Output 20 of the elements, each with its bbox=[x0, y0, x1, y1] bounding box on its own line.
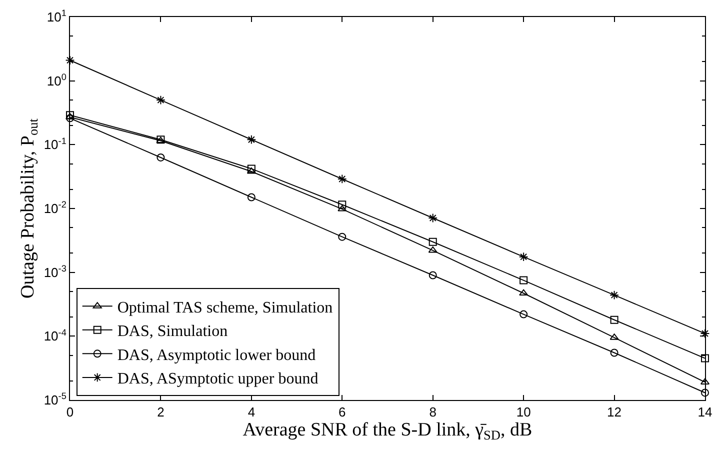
x-tick-label: 8 bbox=[429, 404, 436, 420]
x-tick-label: 12 bbox=[607, 404, 622, 420]
y-tick-label: 10$^{-5}$ bbox=[44, 391, 66, 408]
y-tick-label: 10$^{-1}$ bbox=[44, 136, 66, 152]
legend-label: DAS, Asymptotic lower bound bbox=[117, 346, 316, 364]
x-axis-title: Average SNR of the S-D link, γ̄$_{SD}$, dB bbox=[242, 420, 532, 443]
x-tick-label: 0 bbox=[66, 404, 74, 420]
y-tick-label: 10$^{-4}$ bbox=[44, 327, 66, 344]
y-tick-label: 10$^{-2}$ bbox=[44, 200, 66, 216]
x-tick-label: 6 bbox=[338, 404, 346, 420]
y-tick-label: 10$^{0}$ bbox=[46, 72, 66, 88]
y-tick-label: 10$^{-3}$ bbox=[44, 263, 66, 280]
legend-label: DAS, Simulation bbox=[117, 323, 228, 340]
x-tick-label: 4 bbox=[248, 404, 256, 420]
x-tick-label: 2 bbox=[157, 404, 164, 420]
y-tick-label: 10$^{1}$ bbox=[46, 8, 66, 25]
legend-label: DAS, ASymptotic upper bound bbox=[117, 370, 318, 388]
x-tick-label: 14 bbox=[698, 404, 712, 420]
x-tick-label: 10 bbox=[516, 404, 531, 420]
legend-label: Optimal TAS scheme, Simulation bbox=[117, 299, 333, 316]
